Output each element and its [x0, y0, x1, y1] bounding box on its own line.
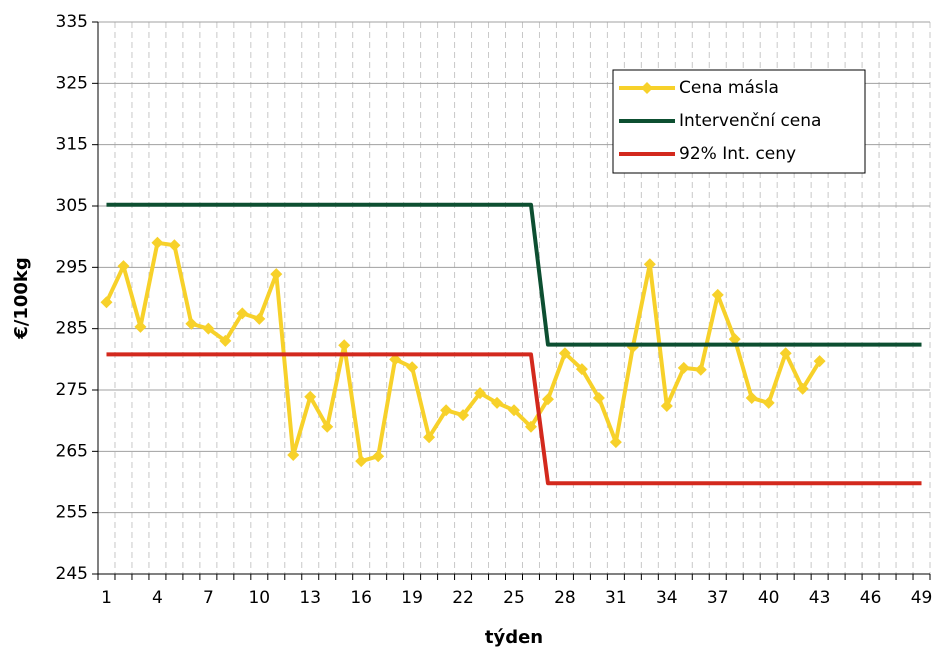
point-marker	[728, 333, 741, 346]
x-tick-label: 25	[503, 588, 525, 608]
y-tick-label: 325	[56, 73, 88, 93]
x-tick-label: 16	[350, 588, 372, 608]
x-tick-label: 13	[299, 588, 321, 608]
point-marker	[745, 391, 758, 404]
point-marker	[270, 268, 283, 281]
point-marker	[541, 393, 554, 406]
point-marker	[151, 236, 164, 249]
series-line	[106, 202, 922, 347]
y-tick-label: 305	[56, 196, 88, 216]
point-marker	[592, 391, 605, 404]
point-marker	[304, 390, 317, 403]
point-marker	[287, 449, 300, 462]
point-marker	[253, 312, 266, 325]
point-marker	[236, 307, 249, 320]
y-tick-label: 255	[56, 503, 88, 523]
point-marker	[762, 396, 775, 409]
point-marker	[575, 363, 588, 376]
x-tick-label: 28	[554, 588, 576, 608]
x-tick-label: 46	[860, 588, 882, 608]
point-marker	[440, 404, 453, 417]
point-marker	[491, 396, 504, 409]
series-line	[104, 240, 822, 464]
point-marker	[338, 339, 351, 352]
y-axis-label: €/100kg	[11, 257, 32, 340]
y-tick-label: 245	[56, 564, 88, 584]
x-tick-label: 4	[152, 588, 163, 608]
point-marker	[813, 355, 826, 368]
legend-label: Intervenční cena	[679, 111, 821, 131]
point-marker	[134, 320, 147, 333]
y-tick-label: 275	[56, 380, 88, 400]
point-marker	[677, 361, 690, 374]
point-marker	[796, 382, 809, 395]
x-tick-label: 34	[656, 588, 678, 608]
x-tick-label: 19	[401, 588, 423, 608]
point-marker	[321, 420, 334, 433]
point-marker	[779, 347, 792, 360]
point-marker	[558, 347, 571, 360]
point-marker	[694, 363, 707, 376]
x-tick-label: 43	[809, 588, 831, 608]
y-tick-label: 335	[56, 12, 88, 32]
legend-label: Cena másla	[679, 78, 779, 98]
x-tick-label: 10	[248, 588, 270, 608]
point-marker	[609, 436, 622, 449]
point-marker	[100, 296, 113, 309]
point-marker	[423, 431, 436, 444]
point-marker	[355, 455, 368, 468]
x-axis-label: týden	[485, 627, 543, 648]
x-tick-label: 37	[707, 588, 729, 608]
series-line	[106, 352, 922, 486]
point-marker	[508, 404, 520, 417]
y-tick-label: 285	[56, 319, 88, 339]
point-marker	[185, 317, 198, 330]
x-tick-label: 7	[203, 588, 214, 608]
y-tick-label: 295	[56, 257, 88, 277]
x-tick-label: 22	[452, 588, 474, 608]
legend-marker	[641, 82, 653, 94]
point-marker	[457, 409, 470, 422]
point-marker	[660, 399, 673, 412]
point-marker	[372, 450, 385, 463]
point-marker	[643, 258, 656, 271]
point-marker	[474, 387, 487, 400]
point-marker	[202, 322, 215, 335]
point-marker	[117, 260, 130, 273]
x-tick-label: 40	[758, 588, 780, 608]
y-tick-label: 315	[56, 135, 88, 155]
x-tick-label: 1	[101, 588, 112, 608]
point-marker	[711, 288, 724, 301]
point-marker	[524, 420, 537, 433]
x-tick-label: 49	[911, 588, 933, 608]
point-marker	[219, 334, 232, 347]
point-marker	[406, 361, 419, 374]
legend-label: 92% Int. ceny	[679, 144, 796, 164]
y-tick-label: 265	[56, 441, 88, 461]
x-tick-label: 31	[605, 588, 627, 608]
point-marker	[168, 239, 181, 252]
